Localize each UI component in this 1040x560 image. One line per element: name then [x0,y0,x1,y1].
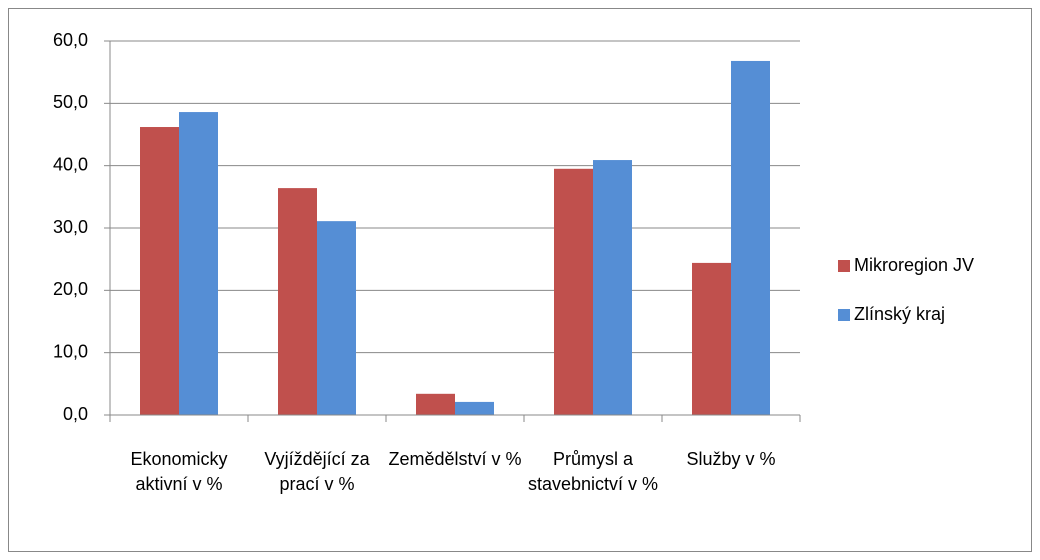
bar [731,60,770,416]
bar [317,221,356,415]
y-tick-label: 20,0 [53,279,88,299]
legend-label: Mikroregion JV [854,255,974,275]
bar [554,168,593,415]
y-tick-label: 10,0 [53,341,88,361]
y-tick-label: 50,0 [53,92,88,112]
legend-label: Zlínský kraj [854,304,945,324]
bar [692,262,731,415]
x-tick-label: Služby v % [686,449,776,469]
bar [140,127,179,416]
legend-swatch [838,260,850,272]
bar [416,393,455,415]
bar [593,160,632,415]
legend-swatch [838,309,850,321]
x-tick-label: Zemědělství v % [388,449,522,469]
bar [179,112,218,415]
bar [455,401,494,415]
y-tick-label: 0,0 [63,404,88,424]
x-tick-label: Vyjíždějící za prací v % [264,449,370,494]
y-tick-label: 40,0 [53,154,88,174]
y-tick-label: 60,0 [53,30,88,50]
y-tick-label: 30,0 [53,217,88,237]
bar [278,188,317,415]
x-tick-label: Průmysl a stavebnictví v % [527,449,659,494]
x-tick-label: Ekonomicky aktivní v % [130,449,228,494]
